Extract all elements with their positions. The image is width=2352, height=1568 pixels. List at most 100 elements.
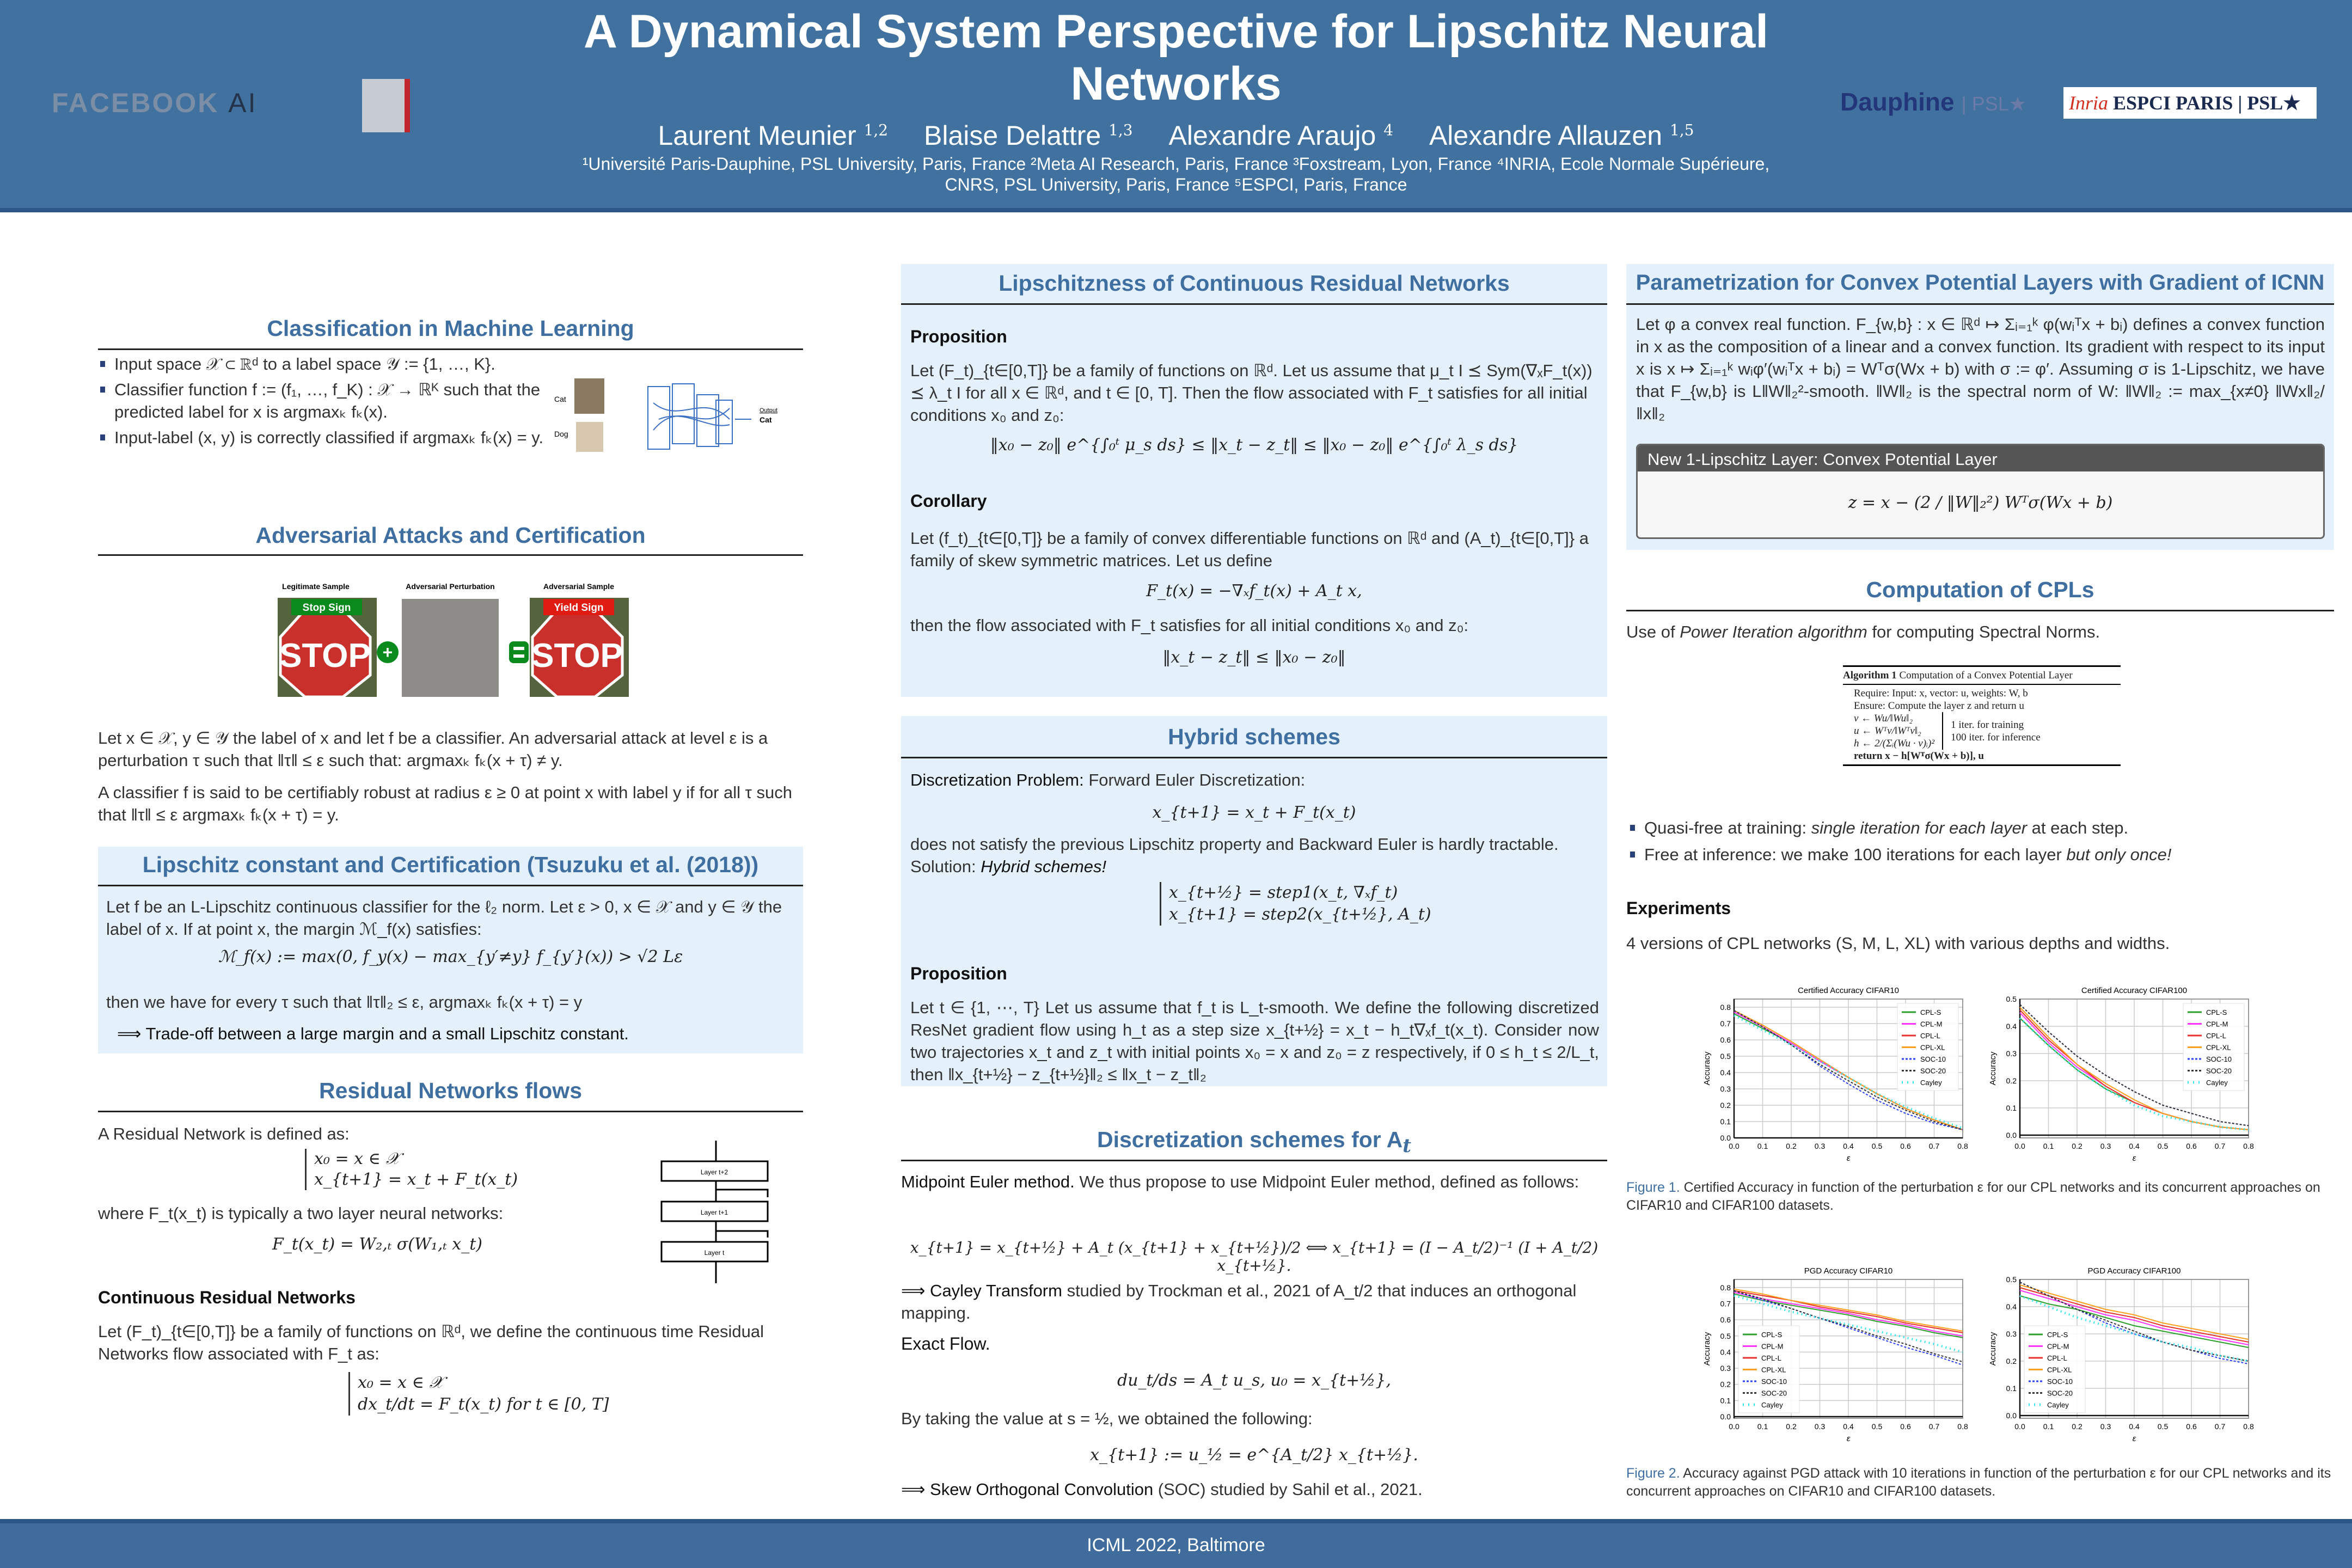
divider bbox=[98, 554, 803, 556]
resnet-two-layer-text: where F_t(x_t) is typically a two layer … bbox=[98, 1204, 504, 1223]
author-list: Laurent Meunier 1,2 Blaise Delattre 1,3 … bbox=[0, 114, 2352, 151]
divider bbox=[1626, 610, 2334, 611]
legend-label: SOC-10 bbox=[1761, 1377, 1787, 1386]
hybrid-step-equation: x_{t+½} = step1(x_t, ∇ₓf_t) x_{t+1} = ste… bbox=[1160, 882, 1431, 926]
power-iteration-emph: Power Iteration algorithm bbox=[1680, 622, 1867, 641]
experiments-text: 4 versions of CPL networks (S, M, L, XL)… bbox=[1626, 934, 2170, 953]
author: Alexandre Allauzen 1,5 bbox=[1429, 120, 1694, 151]
proposition-text: Let (F_t)_{t∈[0,T]} be a family of funct… bbox=[910, 361, 1592, 425]
x-tick-label: 0.8 bbox=[2243, 1142, 2254, 1150]
layer-label: Layer t bbox=[705, 1249, 725, 1257]
y-tick-label: 0.2 bbox=[1720, 1101, 1731, 1110]
x-tick-label: 0.8 bbox=[1957, 1142, 1968, 1150]
section-title-classification: Classification in Machine Learning bbox=[267, 316, 634, 341]
series-line-cpl-m bbox=[2019, 1290, 2249, 1345]
x-tick-label: 0.6 bbox=[2186, 1422, 2197, 1431]
figure2-caption: Figure 2. Accuracy against PGD attack wi… bbox=[1626, 1465, 2334, 1500]
x-axis-label: ε bbox=[1847, 1154, 1851, 1163]
y-tick-label: 0.0 bbox=[1720, 1134, 1731, 1142]
equation-line: x_{t+1} = step2(x_{t+½}, A_t) bbox=[1169, 905, 1431, 924]
soc-text: (SOC) studied by Sahil et al., 2021. bbox=[1153, 1480, 1423, 1499]
series-line-cpl-xl bbox=[1734, 1010, 1963, 1130]
ai-logo-text: AI bbox=[228, 88, 258, 118]
legend-label: CPL-XL bbox=[1761, 1366, 1786, 1374]
affiliations: ¹Université Paris-Dauphine, PSL Universi… bbox=[582, 154, 1770, 194]
convex-flow-equation: F_t(x) = −∇ₓf_t(x) + A_t x, bbox=[1146, 581, 1362, 601]
discretization-problem-text: Forward Euler Discretization: bbox=[1083, 770, 1306, 789]
x-tick-label: 0.0 bbox=[1729, 1142, 1739, 1150]
x-tick-label: 0.1 bbox=[2043, 1142, 2054, 1150]
chart-title: PGD Accuracy CIFAR10 bbox=[1804, 1266, 1893, 1276]
algorithm-note: 100 iter. for inference bbox=[1951, 731, 2041, 743]
legend-label: CPL-XL bbox=[2047, 1366, 2072, 1374]
equation-line: dx_t/dt = F_t(x_t) for t ∈ [0, T] bbox=[358, 1395, 609, 1414]
lamsade-logo bbox=[362, 79, 410, 132]
x-tick-label: 0.8 bbox=[1957, 1422, 1968, 1431]
lipschitz-text: Let f be an L-Lipschitz continuous class… bbox=[106, 897, 782, 939]
legend-label: SOC-10 bbox=[2047, 1377, 2073, 1386]
divider bbox=[901, 303, 1607, 305]
x-tick-label: 0.2 bbox=[1786, 1142, 1797, 1150]
y-tick-label: 0.5 bbox=[1720, 1052, 1731, 1061]
soc-label: ⟹ Skew Orthogonal Convolution bbox=[901, 1480, 1154, 1499]
figure-label: Figure 2. bbox=[1626, 1466, 1680, 1481]
stop-sign-icon bbox=[279, 608, 372, 699]
tradeoff-note: ⟹ Trade-off between a large margin and a… bbox=[117, 1024, 629, 1043]
y-tick-label: 0.0 bbox=[2006, 1131, 2017, 1140]
x-tick-label: 0.4 bbox=[1843, 1142, 1854, 1150]
corollary-conclusion: then the flow associated with F_t satisf… bbox=[910, 616, 1469, 635]
section-title-computation: Computation of CPLs bbox=[1866, 577, 2094, 602]
divider bbox=[98, 1111, 803, 1112]
section-title-discretization: Discretization schemes for At bbox=[901, 1127, 1607, 1157]
series-line-cpl-m bbox=[1734, 1291, 1963, 1337]
x-tick-label: 0.2 bbox=[2072, 1422, 2082, 1431]
y-tick-label: 0.7 bbox=[1720, 1019, 1731, 1028]
certified-robust-definition: A classifier f is said to be certifiably… bbox=[98, 783, 793, 824]
section-title-lipschitzness: Lipschitzness of Continuous Residual Net… bbox=[999, 271, 1510, 296]
x-axis-label: ε bbox=[2133, 1154, 2136, 1163]
y-axis-label: Accuracy bbox=[1702, 1051, 1712, 1085]
y-axis-label: Accuracy bbox=[1988, 1332, 1998, 1365]
legend-label: CPL-S bbox=[2047, 1331, 2068, 1339]
stop-sign-icon bbox=[531, 608, 624, 699]
proposition-label: Proposition bbox=[910, 327, 1007, 346]
discretization-title-text: Discretization schemes for A bbox=[1097, 1127, 1403, 1152]
midpoint-equation: x_{t+1} = x_{t+½} + A_t (x_{t+1} + x_{t+… bbox=[910, 1239, 1598, 1275]
flow-bound-equation: ‖x₀ − z₀‖ e^{∫₀ᵗ μ_s ds} ≤ ‖x_t − z_t‖ ≤… bbox=[990, 436, 1518, 455]
x-tick-label: 0.2 bbox=[1786, 1422, 1797, 1431]
cpl-equation: z = x − (2 / ‖W‖₂²) Wᵀσ(Wx + b) bbox=[1848, 493, 2113, 512]
perturbation-image bbox=[402, 599, 499, 697]
facebook-logo-text: FACEBOOK bbox=[52, 88, 219, 118]
discretization-problem-label: Discretization Problem: bbox=[910, 770, 1084, 789]
series-line-soc-20 bbox=[1734, 1290, 1963, 1363]
dog-label: Dog bbox=[554, 430, 568, 438]
legend-label: CPL-M bbox=[1920, 1020, 1942, 1028]
dauphine-logo: Dauphine | PSL★ bbox=[1840, 87, 2026, 117]
x-tick-label: 0.3 bbox=[2100, 1142, 2111, 1150]
layer-box bbox=[660, 1160, 769, 1182]
y-tick-label: 0.8 bbox=[1720, 1283, 1731, 1292]
lipschitz-certification-box bbox=[98, 847, 803, 1054]
series-line-cpl-l bbox=[1734, 1290, 1963, 1333]
midpoint-euler-label: Midpoint Euler method. bbox=[901, 1172, 1075, 1191]
x-tick-label: 0.0 bbox=[2014, 1142, 2025, 1150]
algorithm-name: Computation of a Convex Potential Layer bbox=[1896, 670, 2073, 681]
poster-header: FACEBOOK AI A Dynamical System Perspecti… bbox=[0, 0, 2352, 212]
section-title-adversarial: Adversarial Attacks and Certification bbox=[255, 523, 646, 548]
lipschitz-conclusion: then we have for every τ such that ‖τ‖₂ … bbox=[106, 993, 583, 1012]
continuous-resnet-text: Let (F_t)_{t∈[0,T]} be a family of funct… bbox=[98, 1322, 764, 1363]
algorithm-line: v ← Wu/‖Wu‖₂ bbox=[1854, 713, 1913, 724]
y-tick-label: 0.2 bbox=[1720, 1380, 1731, 1389]
x-tick-label: 0.7 bbox=[1929, 1142, 1940, 1150]
continuous-flow-equation: x₀ = x ∈ 𝒳 dx_t/dt = F_t(x_t) for t ∈ [0,… bbox=[348, 1372, 609, 1416]
footer: ICML 2022, Baltimore bbox=[0, 1519, 2352, 1568]
caption-text: Accuracy against PGD attack with 10 iter… bbox=[1626, 1466, 2331, 1499]
y-tick-label: 0.4 bbox=[2006, 1022, 2017, 1031]
series-line-soc-20 bbox=[2019, 1282, 2249, 1362]
dog-image bbox=[576, 422, 603, 452]
y-tick-label: 0.7 bbox=[1720, 1299, 1731, 1308]
exact-flow-equation: du_t/ds = A_t u_s, u₀ = x_{t+½}, bbox=[1117, 1371, 1391, 1390]
divider bbox=[1626, 303, 2334, 305]
legend-label: CPL-S bbox=[2206, 1008, 2227, 1016]
discretization-title-sub: t bbox=[1402, 1135, 1412, 1157]
